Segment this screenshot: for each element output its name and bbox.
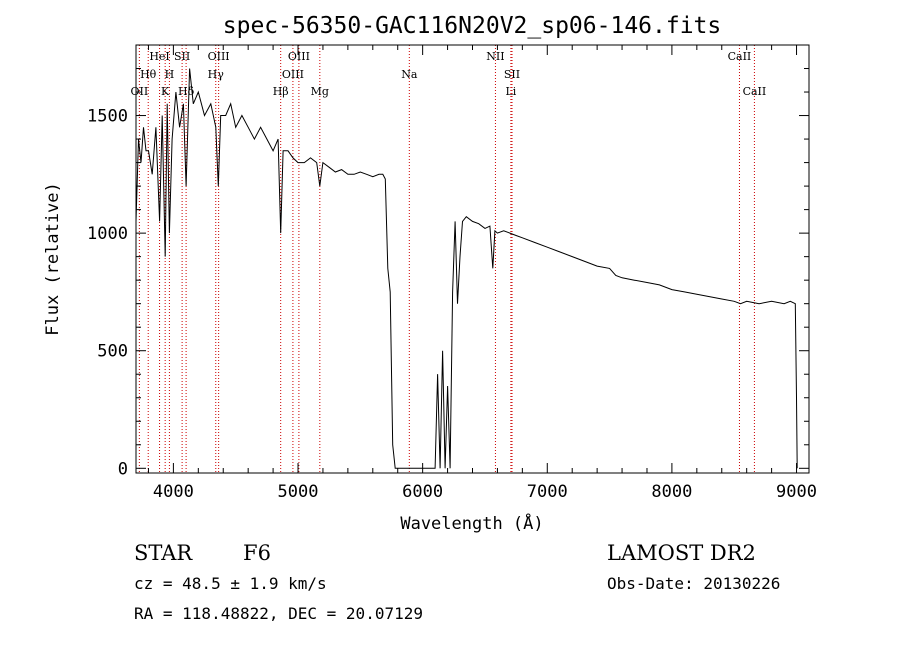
line-marker-label: SII [504,68,520,81]
x-tick-label: 5000 [278,482,319,502]
line-marker-label: OII [131,85,149,98]
line-marker-label: NII [486,50,504,63]
line-markers: OII Hθ HeI KH SII Hδ Hγ OIII Hβ OIII OIII Mg Na NII Li… [131,45,767,473]
line-marker-label: H [165,68,175,81]
plot-frame [135,44,810,474]
line-marker-label: CaII [728,50,752,63]
line-marker-label: OIII [288,50,310,63]
redshift-readout: cz = 48.5 ± 1.9 km/s [134,574,327,593]
obs-date: Obs-Date: 20130226 [607,574,780,593]
y-axis: 0 500 1000 1500 [87,68,809,479]
x-tick-label: 4000 [153,482,194,502]
y-tick-label: 500 [97,342,128,362]
x-axis: 4000 5000 6000 7000 8000 9000 [147,45,817,502]
x-tick-label: 9000 [776,482,817,502]
line-marker-label: OIII [208,50,230,63]
spectrum-line [135,68,798,469]
line-marker-label: Hθ [140,68,157,81]
line-marker-label: K [161,85,170,98]
line-marker-label: Li [505,85,516,98]
line-marker-label: Hδ [178,85,195,98]
line-marker-label: SII [174,50,190,63]
coordinates-readout: RA = 118.48822, DEC = 20.07129 [134,604,423,623]
y-tick-label: 1000 [87,224,128,244]
line-marker-label: Hγ [208,68,225,81]
spectrum-series [135,68,798,469]
object-subclass: F6 [243,541,271,565]
x-tick-label: 6000 [402,482,443,502]
line-marker-label: Na [401,68,418,81]
survey-label: LAMOST DR2 [607,541,756,565]
line-marker-label: HeI [149,50,169,63]
chart-title: spec-56350-GAC116N20V2_sp06-146.fits [223,13,722,39]
line-marker-label: Hβ [273,85,289,98]
line-marker-label: Mg [311,85,329,98]
y-axis-label: Flux (relative) [43,182,63,336]
line-marker-label: CaII [743,85,767,98]
x-tick-label: 8000 [651,482,692,502]
object-class: STAR [134,541,193,565]
x-axis-label: Wavelength (Å) [400,512,543,534]
y-tick-label: 0 [118,459,128,479]
line-marker-label: OIII [282,68,304,81]
x-tick-label: 7000 [527,482,568,502]
y-tick-label: 1500 [87,107,128,127]
